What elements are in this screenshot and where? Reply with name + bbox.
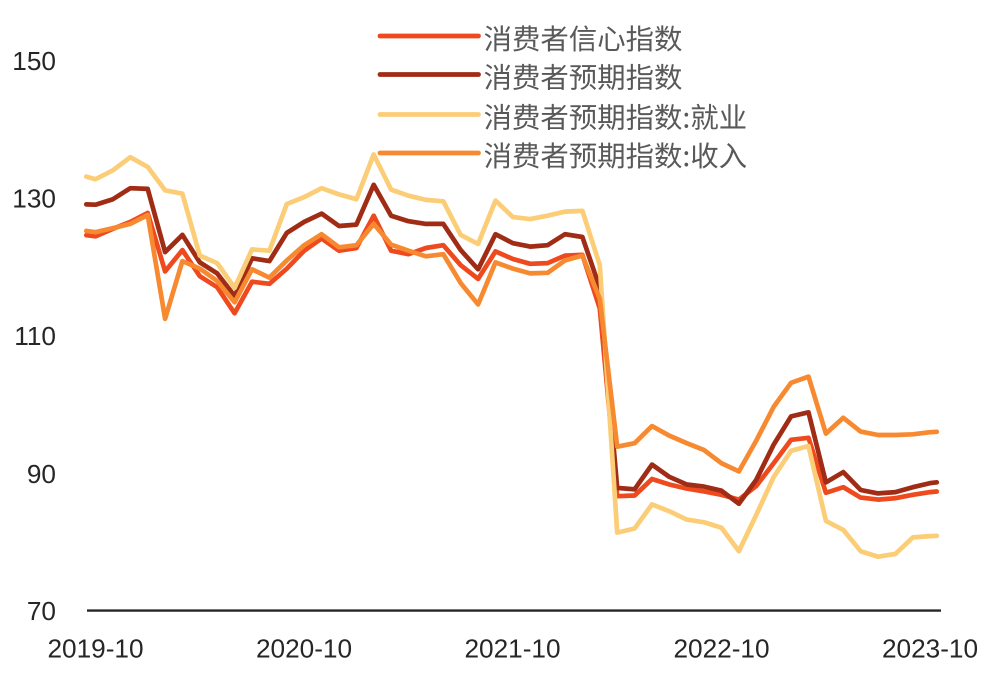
- svg-text:2020-10: 2020-10: [256, 634, 352, 664]
- svg-text:130: 130: [12, 184, 56, 214]
- svg-text:110: 110: [14, 321, 56, 351]
- svg-text:2023-10: 2023-10: [882, 634, 978, 664]
- svg-text:70: 70: [27, 596, 56, 626]
- svg-text:150: 150: [12, 46, 56, 76]
- svg-text:2022-10: 2022-10: [673, 634, 769, 664]
- svg-text:2019-10: 2019-10: [47, 634, 143, 664]
- svg-text:90: 90: [27, 459, 56, 489]
- svg-text:2021-10: 2021-10: [464, 634, 560, 664]
